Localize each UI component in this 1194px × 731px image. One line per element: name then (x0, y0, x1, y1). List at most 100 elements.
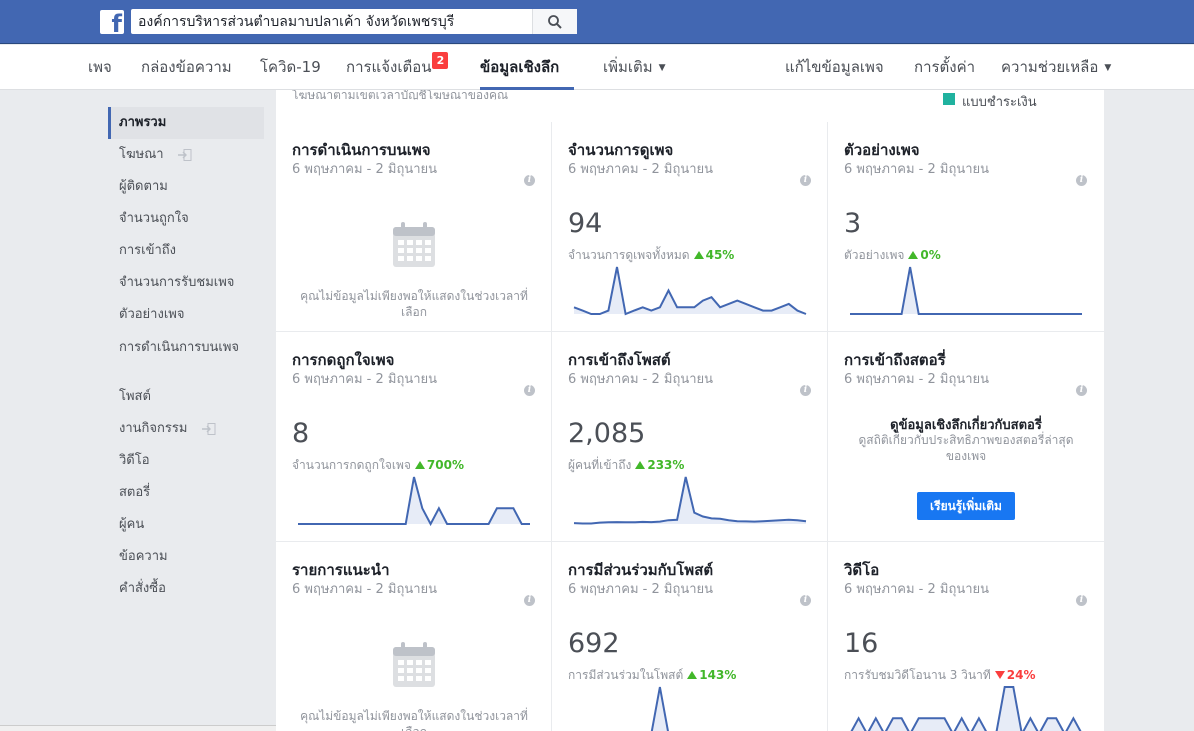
sidebar-item-stories[interactable]: สตอรี่ (108, 477, 264, 509)
sidebar-item-posts[interactable]: โพสต์ (108, 381, 264, 413)
sidebar-item-videos[interactable]: วิดีโอ (108, 445, 264, 477)
story-insights-description: ดูสถิติเกี่ยวกับประสิทธิภาพของสตอรี่ล่าส… (858, 433, 1074, 463)
card-title: การมีส่วนร่วมกับโพสต์ (568, 561, 714, 579)
card-post-reach[interactable]: การเข้าถึงโพสต์ 6 พฤษภาคม - 2 มิถุนายน i… (552, 332, 828, 542)
card-story-reach[interactable]: การเข้าถึงสตอรี่ 6 พฤษภาคม - 2 มิถุนายน … (828, 332, 1104, 542)
sidebar-item-reach[interactable]: การเข้าถึง (108, 235, 264, 267)
card-date-range: 6 พฤษภาคม - 2 มิถุนายน (292, 372, 438, 387)
card-date-range: 6 พฤษภาคม - 2 มิถุนายน (292, 582, 438, 597)
card-page-likes[interactable]: การกดถูกใจเพจ 6 พฤษภาคม - 2 มิถุนายน i 8… (276, 332, 552, 542)
card-page-actions[interactable]: การดำเนินการบนเพจ 6 พฤษภาคม - 2 มิถุนายน… (276, 122, 552, 332)
sidebar-item-events[interactable]: งานกิจกรรม (108, 413, 264, 445)
search-box (131, 9, 577, 34)
sidebar-item-orders[interactable]: คำสั่งซื้อ (108, 573, 264, 605)
info-icon[interactable]: i (800, 175, 811, 186)
sparkline-area (651, 687, 668, 731)
sidebar-item-likes[interactable]: จำนวนถูกใจ (108, 203, 264, 235)
legend-swatch-paid (943, 93, 955, 105)
card-date-range: 6 พฤษภาคม - 2 มิถุนายน (844, 372, 990, 387)
nav-settings-label: การตั้งค่า (914, 58, 976, 76)
nav-insights-label: ข้อมูลเชิงลึก (480, 58, 560, 76)
post-engagement-sparkline (650, 686, 669, 731)
page-views-sparkline (573, 266, 807, 316)
sidebar-item-page-views[interactable]: จำนวนการรับชมเพจ (108, 267, 264, 299)
external-link-icon (201, 423, 216, 435)
nav-more-label: เพิ่มเติม (603, 58, 653, 76)
sidebar-item-label: ผู้คน (119, 517, 145, 532)
nav-edit-page-info[interactable]: แก้ไขข้อมูลเพจ (785, 45, 884, 90)
sparkline-line (573, 266, 807, 316)
card-title: การกดถูกใจเพจ (292, 351, 395, 369)
sidebar-item-followers[interactable]: ผู้ติดตาม (108, 171, 264, 203)
card-title: การดำเนินการบนเพจ (292, 141, 431, 159)
metric-caption: จำนวนการกดถูกใจเพจ 700% (292, 456, 464, 475)
sidebar-item-page-actions[interactable]: การดำเนินการบนเพจ (108, 331, 264, 381)
nav-page[interactable]: เพจ (88, 45, 112, 90)
nav-inbox[interactable]: กล่องข้อความ (141, 45, 232, 90)
nav-covid[interactable]: โควิด-19 (260, 45, 321, 90)
sidebar-item-label: ภาพรวม (119, 115, 167, 130)
sidebar-item-label: ข้อความ (119, 549, 168, 564)
sidebar-item-page-previews[interactable]: ตัวอย่างเพจ (108, 299, 264, 331)
metric-change: 24% (1006, 668, 1036, 682)
sparkline-line (298, 476, 530, 527)
search-button[interactable] (532, 9, 577, 34)
empty-state-message: คุณไม่ข้อมูลไม่เพียงพอให้แสดงในช่วงเวลาท… (300, 289, 528, 319)
metric-change: 700% (426, 458, 464, 472)
info-icon[interactable]: i (800, 595, 811, 606)
info-icon[interactable]: i (1076, 175, 1087, 186)
card-post-engagement[interactable]: การมีส่วนร่วมกับโพสต์ 6 พฤษภาคม - 2 มิถุ… (552, 542, 828, 731)
metric-caption: การมีส่วนร่วมในโพสต์ 143% (568, 666, 736, 685)
metric-change: 45% (705, 248, 735, 262)
metric-caption-text: การมีส่วนร่วมในโพสต์ (568, 668, 684, 682)
learn-more-button[interactable]: เรียนรู้เพิ่มเติม (917, 492, 1015, 520)
card-page-previews[interactable]: ตัวอย่างเพจ 6 พฤษภาคม - 2 มิถุนายน i 3 ต… (828, 122, 1104, 332)
sidebar-item-people[interactable]: ผู้คน (108, 509, 264, 541)
info-icon[interactable]: i (1076, 385, 1087, 396)
sidebar-item-messages[interactable]: ข้อความ (108, 541, 264, 573)
card-recommendations[interactable]: รายการแนะนำ 6 พฤษภาคม - 2 มิถุนายน i คุณ… (276, 542, 552, 731)
card-title: การเข้าถึงโพสต์ (568, 351, 671, 369)
calendar-icon (393, 642, 435, 687)
info-icon[interactable]: i (524, 385, 535, 396)
sparkline-area (851, 687, 1081, 731)
info-icon[interactable]: i (1076, 595, 1087, 606)
calendar-icon (393, 222, 435, 267)
facebook-logo-icon[interactable]: f (100, 10, 124, 34)
nav-page-label: เพจ (88, 58, 112, 76)
card-page-views[interactable]: จำนวนการดูเพจ 6 พฤษภาคม - 2 มิถุนายน i 9… (552, 122, 828, 332)
nav-covid-label: โควิด-19 (260, 58, 321, 76)
card-date-range: 6 พฤษภาคม - 2 มิถุนายน (568, 582, 714, 597)
metric-value: 692 (568, 628, 620, 659)
card-date-range: 6 พฤษภาคม - 2 มิถุนายน (292, 162, 438, 177)
card-title: การเข้าถึงสตอรี่ (844, 351, 946, 369)
info-icon[interactable]: i (800, 385, 811, 396)
info-icon[interactable]: i (524, 595, 535, 606)
nav-settings[interactable]: การตั้งค่า (914, 45, 975, 90)
card-title: ตัวอย่างเพจ (844, 141, 920, 159)
card-videos[interactable]: วิดีโอ 6 พฤษภาคม - 2 มิถุนายน i 16 การรั… (828, 542, 1104, 731)
nav-notifications[interactable]: การแจ้งเตือน 2 (346, 45, 449, 90)
notification-badge: 2 (432, 52, 449, 69)
nav-inbox-label: กล่องข้อความ (141, 58, 232, 76)
sparkline-line (850, 686, 1082, 731)
metric-caption: จำนวนการดูเพจทั้งหมด 45% (568, 246, 734, 265)
info-icon[interactable]: i (524, 175, 535, 186)
sidebar-item-overview[interactable]: ภาพรวม (108, 107, 264, 139)
nav-help[interactable]: ความช่วยเหลือ ▼ (1001, 45, 1111, 90)
search-input[interactable] (131, 9, 539, 34)
sparkline-area (298, 477, 530, 524)
sidebar-item-label: สตอรี่ (119, 485, 151, 500)
nav-insights[interactable]: ข้อมูลเชิงลึก (480, 45, 574, 90)
sparkline-area (850, 267, 1082, 314)
sidebar-item-label: จำนวนถูกใจ (119, 211, 189, 226)
card-date-range: 6 พฤษภาคม - 2 มิถุนายน (844, 162, 990, 177)
caret-down-icon: ▼ (658, 63, 666, 73)
nav-more[interactable]: เพิ่มเติม ▼ (603, 45, 666, 90)
sidebar-item-ads[interactable]: โฆษณา (108, 139, 264, 171)
trend-up-icon (693, 251, 704, 259)
metric-caption-text: การรับชมวิดีโอนาน 3 วินาที (844, 668, 991, 682)
metric-caption-text: ตัวอย่างเพจ (844, 248, 905, 262)
sidebar-item-label: ตัวอย่างเพจ (119, 307, 185, 322)
story-insights-heading: ดูข้อมูลเชิงลึกเกี่ยวกับสตอรี่ (890, 418, 1042, 433)
